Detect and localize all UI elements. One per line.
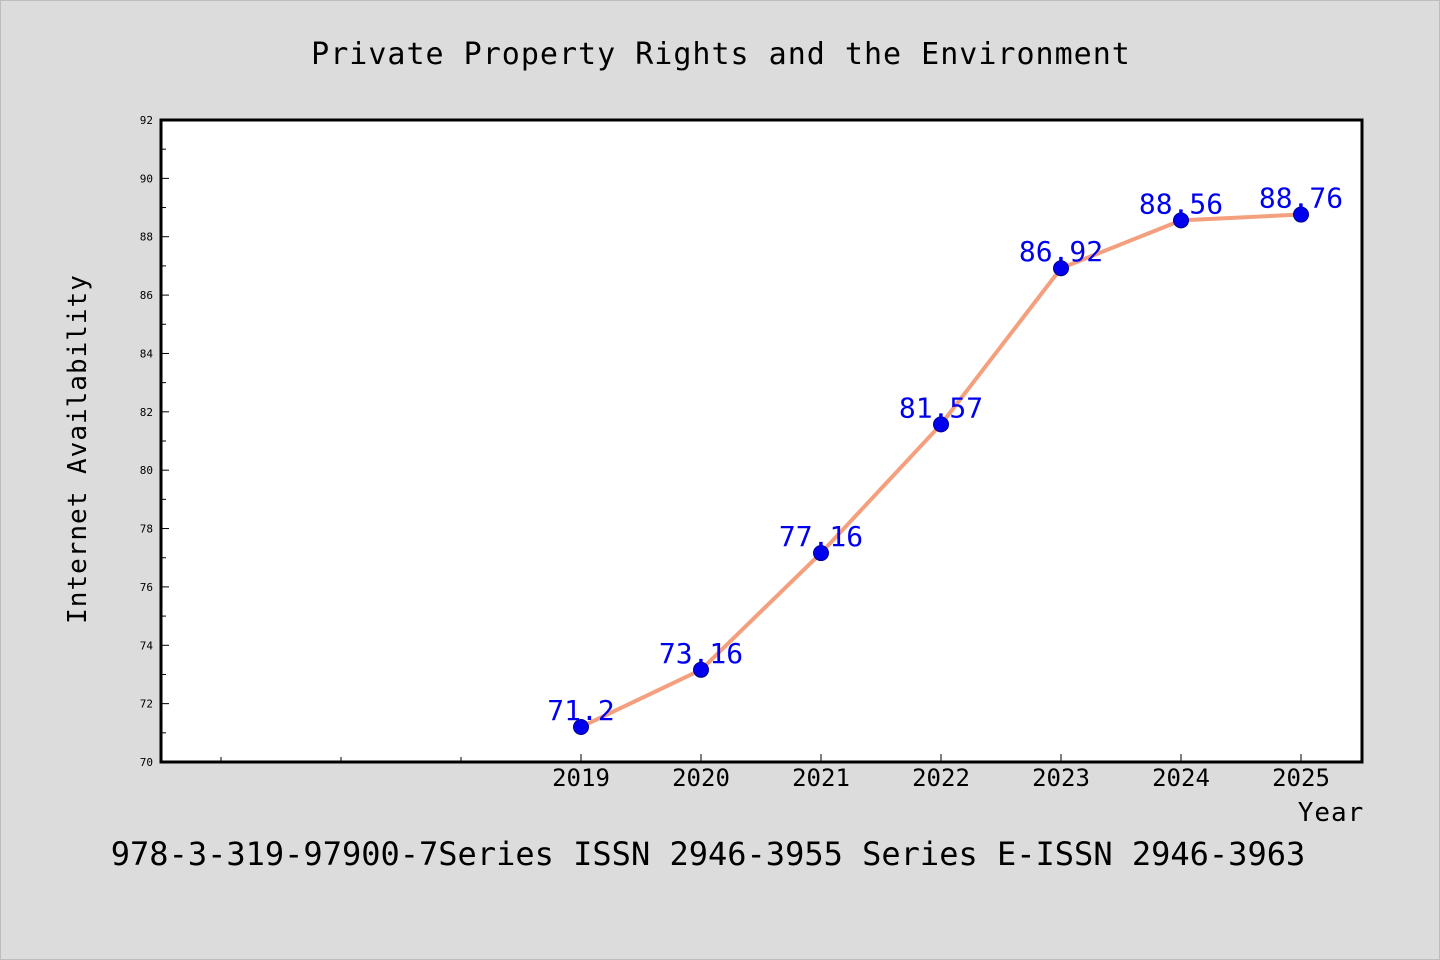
data-point-label: 73.16 xyxy=(659,637,743,670)
data-point-label: 88.56 xyxy=(1139,187,1223,220)
data-markers xyxy=(573,206,1309,735)
plot-frame xyxy=(159,118,1364,764)
y-tick-label: 86 xyxy=(140,289,153,302)
data-point-label: 86.92 xyxy=(1019,235,1103,268)
x-tick-label: 2024 xyxy=(1152,764,1210,792)
y-tick-label: 76 xyxy=(140,581,153,594)
y-tick-label: 84 xyxy=(140,347,154,360)
y-tick-label: 74 xyxy=(140,639,154,652)
data-point-marker xyxy=(813,545,829,562)
data-point-marker xyxy=(1053,260,1069,277)
data-point-label: 77.16 xyxy=(779,520,863,553)
x-tick-label: 2019 xyxy=(552,764,610,792)
data-point-label: 81.57 xyxy=(899,391,983,424)
data-point-marker xyxy=(1293,206,1309,223)
y-tick-label: 90 xyxy=(140,172,153,185)
chart-title: Private Property Rights and the Environm… xyxy=(311,37,1131,72)
x-axis-ticks: 2019 2020 2021 2022 2023 2024 2025 xyxy=(220,754,1330,792)
data-point-marker xyxy=(933,416,949,433)
y-tick-label: 72 xyxy=(140,698,153,711)
x-tick-label: 2025 xyxy=(1272,764,1330,792)
data-point-marker xyxy=(1173,212,1189,229)
x-axis-label: Year xyxy=(1298,798,1365,828)
x-tick-label: 2023 xyxy=(1032,764,1090,792)
footer-isbn-text: 978-3-319-97900-7Series ISSN 2946-3955 S… xyxy=(111,835,1305,873)
y-tick-label: 78 xyxy=(140,523,153,536)
data-point-marker xyxy=(693,661,709,678)
x-tick-label: 2021 xyxy=(792,764,850,792)
y-axis-label: Internet Availability xyxy=(63,274,93,624)
y-tick-label: 88 xyxy=(140,231,153,244)
y-tick-label: 92 xyxy=(140,114,153,127)
data-point-label: 88.76 xyxy=(1259,182,1343,215)
data-labels: 71.2 73.16 77.16 81.57 86.92 88.56 88.76 xyxy=(547,182,1343,727)
data-point-marker xyxy=(573,718,589,735)
y-tick-label: 82 xyxy=(140,406,153,419)
y-tick-label: 80 xyxy=(140,464,153,477)
x-tick-label: 2022 xyxy=(912,764,970,792)
y-axis-ticks: 70 72 74 76 78 80 82 84 86 88 90 92 xyxy=(140,114,169,769)
x-tick-label: 2020 xyxy=(672,764,730,792)
y-tick-label: 70 xyxy=(140,756,153,769)
data-point-label: 71.2 xyxy=(547,694,614,727)
